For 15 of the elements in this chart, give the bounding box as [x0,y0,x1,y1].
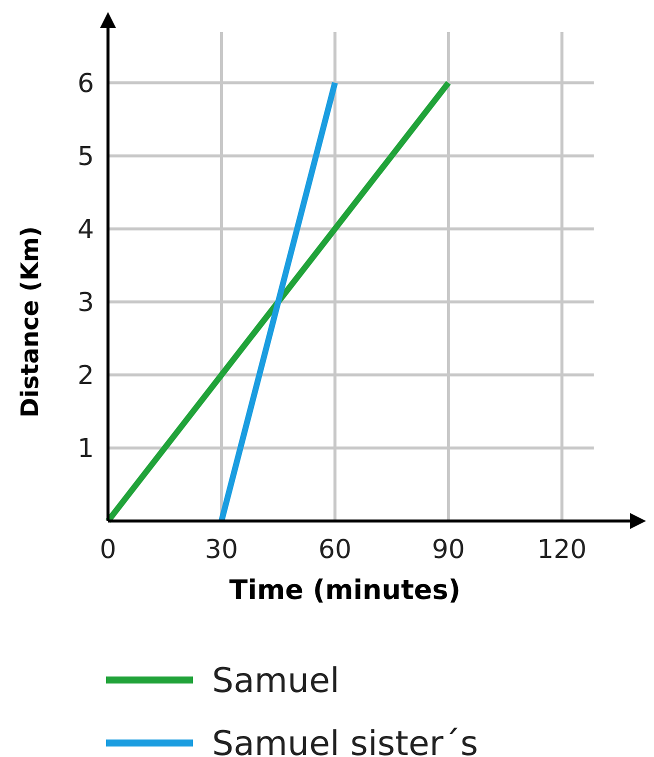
y-tick-label: 3 [77,288,94,318]
x-axis-title: Time (minutes) [229,575,461,606]
x-tick-label: 60 [318,535,352,565]
y-tick-label: 2 [77,360,94,391]
y-tick-label: 6 [77,68,94,99]
y-tick-label: 4 [77,214,94,245]
x-tick-label: 0 [100,535,116,565]
y-tick-label: 5 [77,142,94,172]
y-axis-title: Distance (Km) [16,226,44,418]
x-tick-label: 90 [432,535,465,565]
legend-label: Samuel [212,661,340,701]
x-tick-label: 120 [537,535,587,565]
x-tick-label: 30 [204,535,238,565]
legend-label: Samuel sister´s [212,724,478,757]
y-tick-label: 1 [77,434,94,464]
